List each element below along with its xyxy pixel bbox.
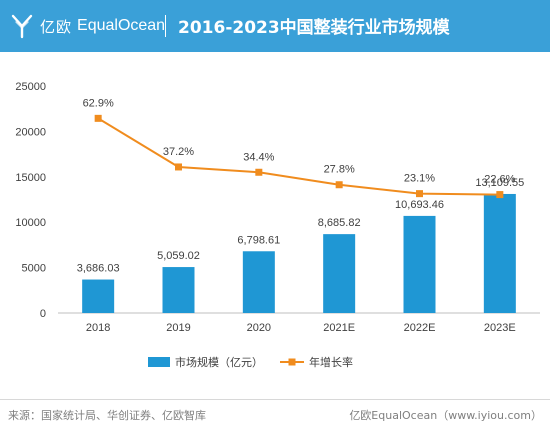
x-tick-label: 2021E [323,322,355,334]
line-marker [335,181,343,189]
line-marker [416,190,423,198]
line-marker [496,191,504,199]
bar [483,193,516,313]
x-tick-label: 2023E [484,322,516,334]
header-divider [165,15,166,37]
legend-swatch-bar [148,357,170,367]
bar [403,215,436,313]
logo-icon [11,14,33,39]
x-tick-label: 2022E [404,322,436,334]
bar [82,279,115,313]
brand-name-cn: 亿欧 [40,17,73,36]
line-data-label: 22.6% [484,174,515,186]
line-data-label: 62.9% [83,97,114,109]
legend: 市场规模（亿元） 年增长率 [148,355,353,369]
growth-line [97,117,500,196]
line-marker [94,114,102,122]
y-axis: 0 5000 10000 15000 20000 25000 [15,81,46,320]
x-tick-label: 2020 [247,322,271,334]
y-tick-label: 20000 [15,126,46,138]
bar-data-label: 5,059.02 [157,250,200,262]
line-series [94,114,504,199]
line-data-label: 23.1% [404,173,435,185]
credit-note: 亿欧EqualOcean（www.iyiou.com） [349,409,542,422]
bar-data-label: 8,685.82 [318,217,361,229]
y-tick-label: 15000 [15,172,46,184]
y-tick-label: 0 [40,308,46,320]
line-data-label: 37.2% [163,146,194,158]
page-title: 2016-2023中国整装行业市场规模 [178,18,450,38]
bar [323,234,356,313]
footer-divider [0,399,550,400]
x-tick-label: 2018 [86,322,110,334]
brand-logo: 亿欧 EqualOcean [10,11,165,41]
x-axis-labels: 2018 2019 2020 2021E 2022E 2023E [86,322,516,334]
bar-series [82,193,516,313]
bar-data-label: 10,693.46 [395,199,444,211]
line-data-label: 27.8% [324,164,355,176]
brand-name-en: EqualOcean [77,17,166,34]
x-tick-label: 2019 [166,322,190,334]
y-tick-label: 10000 [15,217,46,229]
bar-data-labels: 3,686.03 5,059.02 6,798.61 8,685.82 10,693.4… [77,177,525,275]
bar [242,251,275,313]
source-note: 来源：国家统计局、华创证券、亿欧智库 [8,409,206,422]
line-data-label: 34.4% [243,151,274,163]
line-marker [175,163,182,171]
legend-label-bar: 市场规模（亿元） [175,355,263,369]
bar-data-label: 3,686.03 [77,263,120,275]
legend-label-line: 年增长率 [309,355,353,369]
legend-marker-line [288,358,296,366]
bar-data-label: 6,798.61 [237,234,280,246]
y-tick-label: 5000 [22,263,46,275]
line-data-labels: 62.9% 37.2% 34.4% 27.8% 23.1% 22.6% [83,97,516,185]
line-marker [255,168,263,176]
y-tick-label: 25000 [15,81,46,93]
bar-data-label: 13,109.55 [475,177,524,189]
header-bar: 亿欧 EqualOcean 2016-2023中国整装行业市场规模 [0,0,550,52]
bar [162,267,195,313]
